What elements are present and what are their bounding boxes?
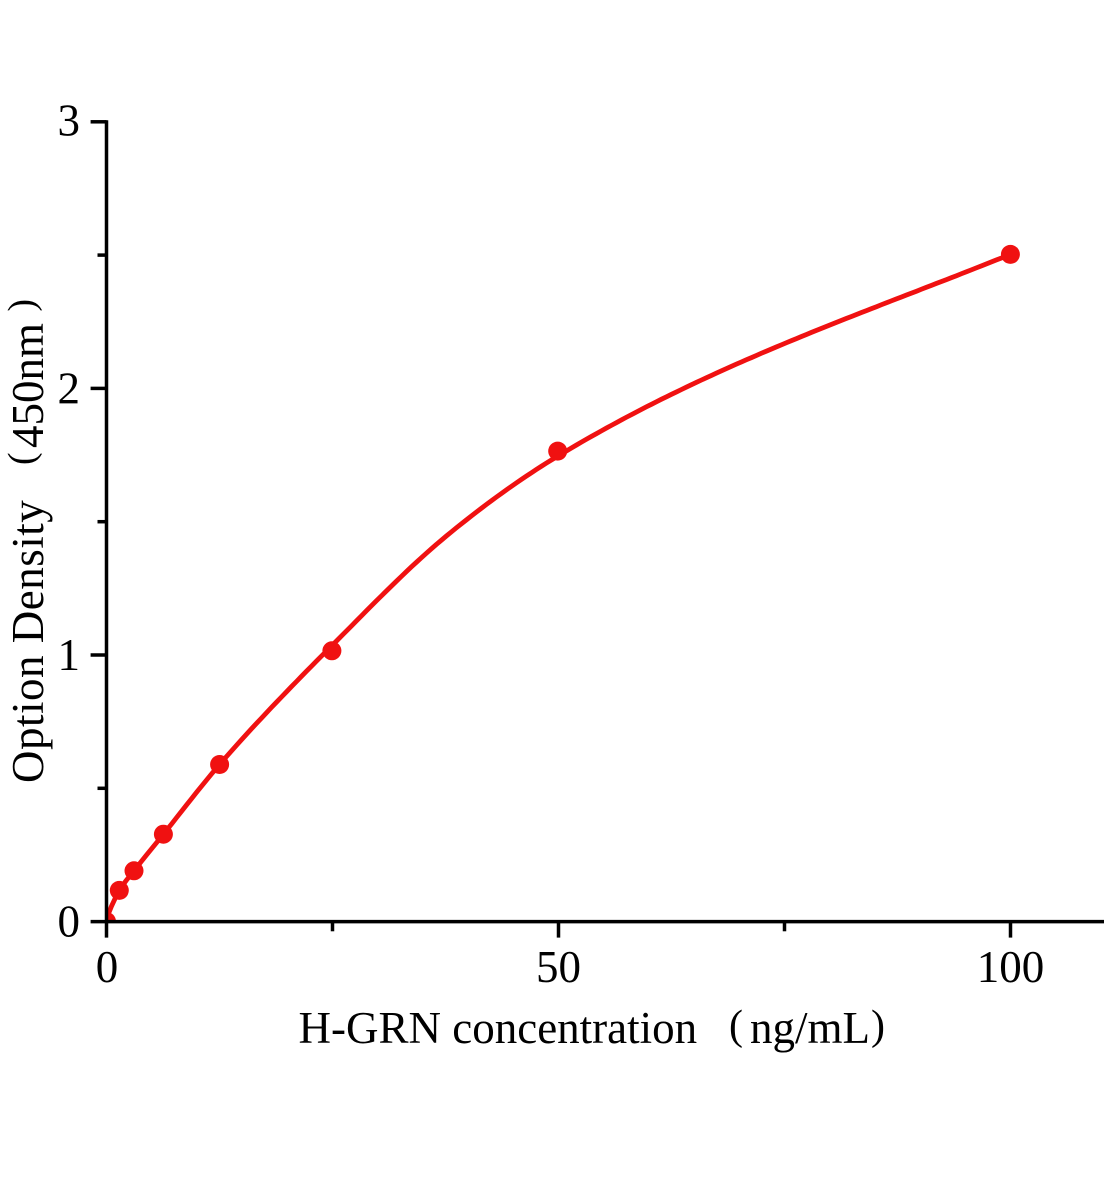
svg-text:3: 3 <box>58 95 81 145</box>
svg-text:450nm: 450nm <box>3 323 53 448</box>
svg-text:(: ( <box>729 1003 743 1049</box>
svg-text:2: 2 <box>58 363 81 413</box>
svg-text:ng/mL: ng/mL <box>750 1003 870 1053</box>
svg-text:0: 0 <box>96 942 119 992</box>
svg-text:50: 50 <box>536 942 581 992</box>
svg-text:1: 1 <box>58 630 81 680</box>
svg-text:Option Density: Option Density <box>3 500 53 783</box>
svg-text:100: 100 <box>977 942 1045 992</box>
svg-text:(: ( <box>1 452 43 465</box>
svg-text:): ) <box>871 1003 885 1049</box>
svg-text:H-GRN concentration: H-GRN concentration <box>299 1003 698 1053</box>
svg-text:): ) <box>1 299 43 312</box>
svg-text:0: 0 <box>58 897 81 947</box>
